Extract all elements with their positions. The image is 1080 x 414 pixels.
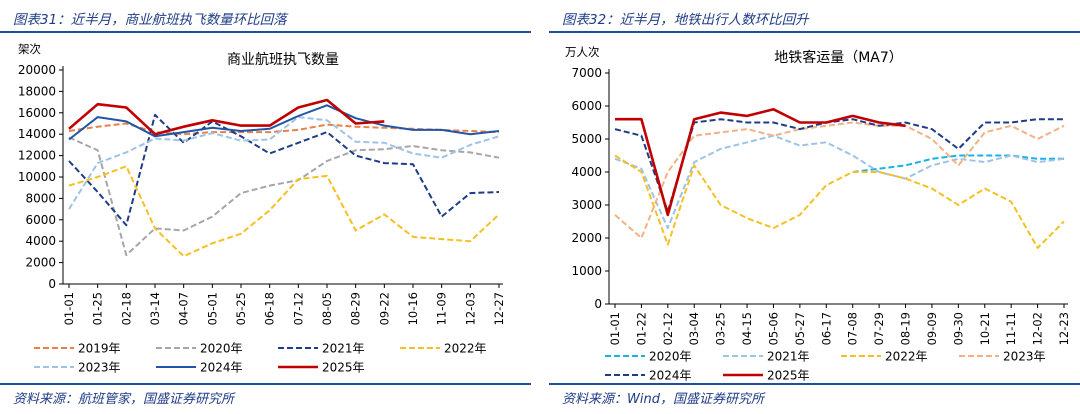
y-tick-label: 2000 — [571, 231, 602, 245]
x-tick-label: 07-29 — [872, 312, 886, 345]
x-tick-label: 03-04 — [687, 312, 701, 345]
x-tick-label: 12-23 — [1057, 312, 1071, 345]
subway-panel: 图表32：近半月，地铁出行人数环比回升 地铁客运量（MA7） 万人次 0 1000 20… — [549, 0, 1080, 414]
chart-title: 商业航班执飞数量 — [227, 52, 339, 68]
legend-label: 2025年 — [322, 361, 365, 375]
legend-label: 2020年 — [200, 342, 243, 356]
x-tick-label: 09-30 — [951, 312, 965, 345]
legend-label: 2023年 — [1003, 350, 1046, 364]
y-tick-label: 12000 — [18, 149, 56, 163]
x-tick-label: 03-14 — [148, 292, 162, 325]
x-tick-label: 10-16 — [406, 292, 420, 325]
legend-label: 2020年 — [649, 350, 692, 364]
series-line-2024年 — [68, 104, 500, 141]
chart-title: 地铁客运量（MA7） — [774, 49, 903, 66]
x-tick-label: 02-12 — [661, 312, 675, 345]
series-line-2020年 — [68, 136, 500, 257]
x-tick-label: 11-09 — [435, 292, 449, 325]
legend-label: 2025年 — [767, 369, 810, 383]
x-tick-label: 05-01 — [205, 292, 219, 325]
subway-chart: 地铁客运量（MA7） 万人次 0 1000 2000 3000 4000 5000 6000 70… — [565, 45, 1071, 383]
x-tick-label: 05-27 — [793, 312, 807, 345]
figure-title: 图表31：近半月，商业航班执飞数量环比回落 — [13, 12, 287, 28]
series-line-2022年 — [614, 154, 1065, 249]
title-rule — [0, 31, 531, 33]
x-tick-label: 12-03 — [463, 292, 477, 325]
legend-label: 2023年 — [78, 361, 121, 375]
x-tick-label: 06-17 — [819, 312, 833, 345]
x-tick-label: 11-11 — [1004, 312, 1018, 345]
x-tick-label: 08-19 — [899, 312, 913, 345]
flights-panel: 图表31：近半月，商业航班执飞数量环比回落 商业航班执飞数量 架次 0 2000 400… — [0, 0, 531, 414]
legend-label: 2021年 — [767, 350, 810, 364]
flights-chart: 商业航班执飞数量 架次 0 2000 4000 6000 8000 10000 12000 140… — [18, 42, 506, 375]
figure-title: 图表32：近半月，地铁出行人数环比回升 — [562, 12, 809, 28]
series-line-2025年 — [68, 98, 385, 136]
x-tick-label: 05-06 — [766, 312, 780, 345]
legend-label: 2021年 — [322, 342, 365, 356]
x-tick-label: 12-02 — [1031, 312, 1045, 345]
series-line-2023年 — [68, 116, 500, 210]
x-tick-label: 09-09 — [925, 312, 939, 345]
x-tick-label: 01-25 — [91, 292, 105, 325]
y-tick-label: 18000 — [18, 84, 56, 98]
x-tick-label: 04-07 — [177, 292, 191, 325]
y-tick-label: 0 — [594, 297, 602, 311]
y-tick-label: 5000 — [571, 132, 602, 146]
y-tick-label: 7000 — [571, 66, 602, 80]
x-tick-label: 07-08 — [846, 312, 860, 345]
series-line-2021年 — [68, 113, 500, 227]
y-tick-label: 4000 — [571, 165, 602, 179]
x-tick-label: 04-15 — [740, 312, 754, 345]
source-note: 资料来源：Wind，国盛证券研究所 — [562, 392, 764, 407]
source-note: 资料来源：航班管家，国盛证券研究所 — [13, 392, 235, 407]
y-tick-label: 1000 — [571, 264, 602, 278]
y-tick-label: 2000 — [25, 256, 56, 270]
x-tick-label: 10-21 — [978, 312, 992, 345]
y-tick-label: 6000 — [571, 99, 602, 113]
y-tick-label: 4000 — [25, 234, 56, 248]
x-tick-label: 01-22 — [634, 312, 648, 345]
series-line-2023年 — [614, 121, 1065, 239]
y-tick-label: 20000 — [18, 63, 56, 77]
source-rule — [549, 383, 1080, 385]
series-line-2020年 — [852, 154, 1064, 173]
x-tick-label: 01-01 — [608, 312, 622, 345]
y-tick-label: 6000 — [25, 213, 56, 227]
x-tick-label: 03-25 — [714, 312, 728, 345]
x-tick-label: 12-27 — [492, 292, 506, 325]
x-tick-label: 08-05 — [320, 292, 334, 325]
y-tick-label: 10000 — [18, 170, 56, 184]
legend-label: 2022年 — [885, 350, 928, 364]
x-tick-label: 05-25 — [234, 292, 248, 325]
x-tick-label: 06-18 — [263, 292, 277, 325]
x-tick-label: 01-01 — [62, 292, 76, 325]
y-tick-label: 3000 — [571, 198, 602, 212]
series-line-2025年 — [615, 108, 906, 217]
y-tick-label: 0 — [48, 277, 56, 291]
x-tick-label: 09-22 — [377, 292, 391, 325]
series-line-2022年 — [68, 165, 500, 258]
y-axis-unit: 万人次 — [565, 45, 600, 59]
y-tick-label: 8000 — [25, 191, 56, 205]
source-rule — [0, 383, 531, 385]
series-line-2021年 — [614, 134, 1065, 230]
y-axis-unit: 架次 — [18, 42, 41, 56]
legend-label: 2019年 — [78, 342, 121, 356]
legend-label: 2024年 — [200, 361, 243, 375]
x-tick-label: 07-12 — [291, 292, 305, 325]
x-tick-label: 08-29 — [349, 292, 363, 325]
title-rule — [549, 31, 1080, 33]
x-tick-label: 02-18 — [119, 292, 133, 325]
y-tick-label: 16000 — [18, 106, 56, 120]
y-tick-label: 14000 — [18, 127, 56, 141]
legend-label: 2022年 — [444, 342, 487, 356]
legend-label: 2024年 — [649, 369, 692, 383]
